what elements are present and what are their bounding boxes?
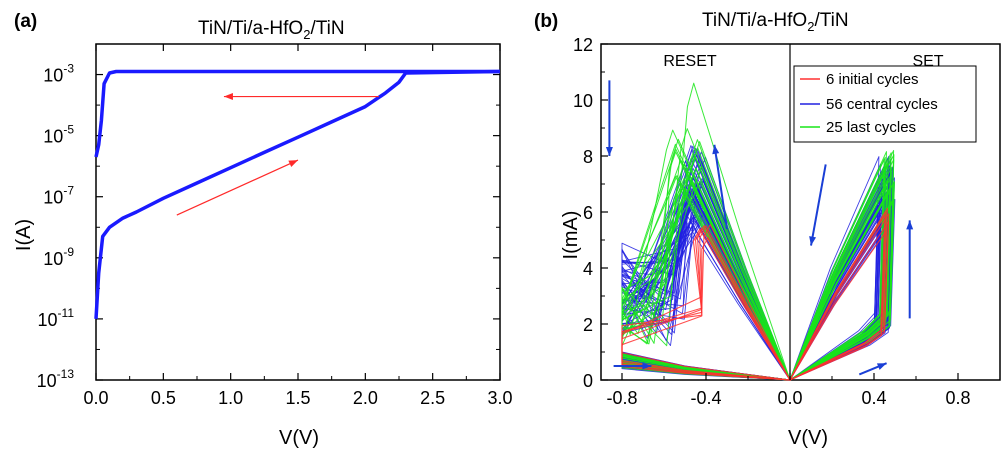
panel-a-x-tick-label: 0.0 <box>83 388 108 408</box>
reset-region-label: RESET <box>663 53 717 70</box>
legend-label-initial: 6 initial cycles <box>826 71 919 88</box>
panel-a-y-tick-label: 10-3 <box>43 62 74 86</box>
panel-a-direction-arrow <box>176 159 299 216</box>
panel-b-y-axis-title: I(mA) <box>560 211 582 260</box>
legend-box <box>793 65 977 143</box>
panel-b-x-tick-label: -0.8 <box>606 388 637 408</box>
panel-b-x-tick-label: 0.0 <box>777 388 802 408</box>
panel-b-label: (b) <box>534 11 558 32</box>
panel-a-sweep-line <box>94 69 500 158</box>
panel-a-x-tick-label: 1.5 <box>285 388 310 408</box>
panel-a-x-tick-label: 3.0 <box>487 388 512 408</box>
panel-b-direction-arrow <box>605 80 613 156</box>
panel-a-y-tick-label: 10-5 <box>43 123 74 147</box>
panel-a-y-tick-label: 10-7 <box>43 184 74 208</box>
panel-b-x-tick-label: 0.4 <box>861 388 886 408</box>
panel-b-direction-arrow <box>858 362 887 376</box>
panel-a-y-axis-title: I(A) <box>13 219 35 251</box>
legend: 6 initial cycles 56 central cycles 25 la… <box>793 65 977 143</box>
panel-b-y-tick-label: 2 <box>583 315 593 335</box>
panel-a-y-tick-label: 10-11 <box>38 306 75 330</box>
panel-b-direction-arrow <box>712 144 728 229</box>
panel-a-y-tick-label: 10-13 <box>37 367 75 391</box>
panel-a-sweep-line <box>94 69 501 320</box>
panel-a-x-tick-label: 2.0 <box>353 388 378 408</box>
panel-a-x-tick-label: 0.5 <box>151 388 176 408</box>
panel-b-y-tick-label: 8 <box>583 147 593 167</box>
panel-a-x-tick-label: 2.5 <box>420 388 445 408</box>
panel-a-x-axis-title: V(V) <box>279 427 319 449</box>
legend-label-last: 25 last cycles <box>826 119 916 136</box>
panel-b-y-tick-label: 4 <box>583 259 593 279</box>
panel-b-title: TiN/Ti/a-HfO2/TiN <box>702 10 849 34</box>
panel-a-direction-arrow <box>223 93 379 101</box>
panel-a-plot-frame <box>95 43 501 381</box>
legend-label-central: 56 central cycles <box>826 96 938 113</box>
panel-a-y-tick-label: 10-9 <box>43 245 74 269</box>
panel-b-direction-arrow <box>906 220 914 319</box>
panel-b-y-tick-label: 12 <box>573 35 593 55</box>
panel-b-y-tick-label: 10 <box>573 91 593 111</box>
panel-a-x-tick-label: 1.0 <box>218 388 243 408</box>
panel-b-y-tick-label: 6 <box>583 203 593 223</box>
panel-a-title: TiN/Ti/a-HfO2/TiN <box>198 18 345 42</box>
panel-b-x-tick-label: 0.8 <box>945 388 970 408</box>
panel-b-y-tick-label: 0 <box>583 371 593 391</box>
panel-b-direction-arrow <box>809 164 827 246</box>
initial-cycle-line <box>621 207 888 381</box>
panel-b-direction-arrow <box>613 362 652 370</box>
panel-b-x-axis-title: V(V) <box>788 427 828 449</box>
panel-a-label: (a) <box>14 11 37 32</box>
panel-b-x-tick-label: -0.4 <box>690 388 721 408</box>
